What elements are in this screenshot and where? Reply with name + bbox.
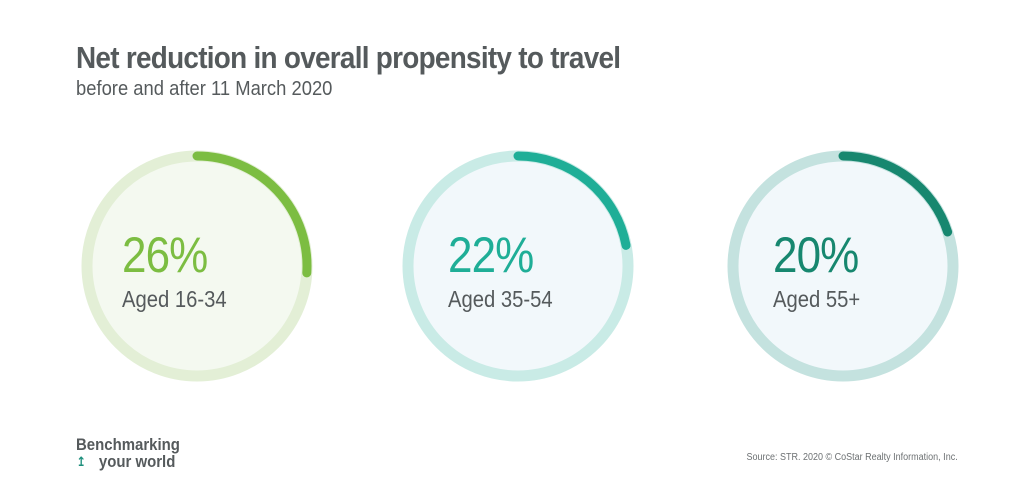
ring-text-group-2: 22% Aged 35-54	[448, 230, 668, 313]
ring-label-3: Aged 55+	[773, 286, 861, 312]
brand-logo: Benchmarking ↥ your world	[76, 436, 180, 470]
logo-line-1: Benchmarking	[76, 435, 180, 454]
logo-line-2: your world	[98, 452, 176, 471]
logo-mark-icon: ↥	[76, 454, 87, 469]
ring-progress-arc-2	[513, 151, 631, 250]
ring-value-3: 20%	[773, 227, 859, 283]
chart-subtitle: before and after 11 March 2020	[76, 78, 333, 100]
ring-text-group-3: 20% Aged 55+	[773, 230, 993, 313]
ring-value-1: 26%	[122, 227, 208, 283]
source-note: Source: STR. 2020 © CoStar Realty Inform…	[746, 452, 958, 463]
ring-value-2: 22%	[448, 227, 534, 283]
ring-label-2: Aged 35-54	[448, 286, 553, 312]
chart-title: Net reduction in overall propensity to t…	[76, 40, 621, 75]
ring-progress-arc-1	[192, 151, 312, 278]
ring-label-1: Aged 16-34	[122, 286, 227, 312]
ring-text-group-1: 26% Aged 16-34	[122, 230, 342, 313]
ring-progress-arc-3	[838, 151, 953, 237]
